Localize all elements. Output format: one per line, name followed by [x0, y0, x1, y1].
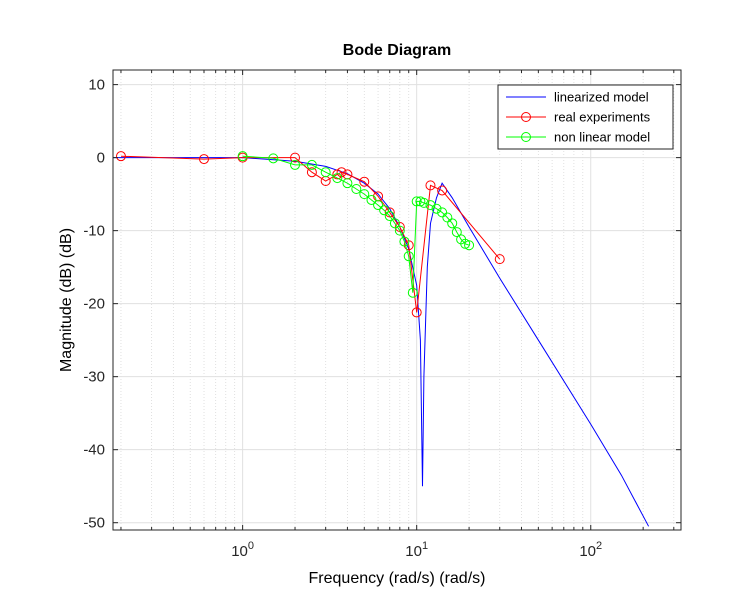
series-0 — [113, 157, 650, 527]
data-point — [290, 152, 301, 163]
data-point — [359, 176, 370, 187]
data-point — [425, 200, 436, 211]
data-point — [290, 159, 301, 170]
y-tick-label: -30 — [83, 369, 105, 386]
legend-entry: non linear model — [506, 130, 650, 145]
x-tick-label: 100 — [231, 540, 254, 560]
data-point — [437, 185, 448, 196]
data-point — [418, 197, 429, 208]
legend-label: non linear model — [554, 130, 650, 145]
data-point — [411, 307, 422, 318]
data-point — [306, 167, 317, 178]
data-point — [442, 212, 453, 223]
data-point — [384, 211, 395, 222]
data-point — [268, 153, 279, 164]
series-line — [120, 155, 501, 313]
data-point — [373, 200, 384, 211]
data-point — [359, 189, 370, 200]
y-tick-label: -50 — [83, 515, 105, 532]
data-point — [403, 251, 414, 262]
data-point — [389, 218, 400, 229]
data-point — [366, 194, 377, 205]
legend-swatch-marker — [521, 112, 531, 122]
data-point — [431, 203, 442, 214]
series-layer — [113, 151, 650, 527]
legend-label: real experiments — [554, 110, 651, 125]
legend-swatch-marker — [521, 132, 531, 142]
plot-frame — [112, 69, 682, 531]
data-point — [451, 227, 462, 238]
data-point — [407, 287, 418, 298]
legend: linearized model real experiments non line… — [497, 84, 674, 150]
data-point — [306, 159, 317, 170]
data-point — [320, 167, 331, 178]
series-line — [113, 157, 650, 527]
y-axis-title: Magnitude (dB) (dB) — [58, 228, 75, 372]
y-tick-label: -10 — [83, 223, 105, 240]
series-1 — [115, 151, 505, 318]
data-point — [399, 236, 410, 247]
data-point — [332, 173, 343, 184]
data-point — [199, 154, 210, 165]
x-tick-label: 101 — [405, 540, 428, 560]
data-point — [115, 151, 126, 162]
data-point — [394, 225, 405, 236]
data-point — [464, 240, 475, 251]
legend-entry: real experiments — [506, 110, 651, 125]
data-point — [342, 178, 353, 189]
data-point — [237, 151, 248, 162]
y-tick-label: -40 — [83, 442, 105, 459]
legend-label: linearized model — [554, 90, 649, 105]
y-tick-label: 0 — [97, 150, 105, 167]
data-point — [425, 180, 436, 191]
data-point — [447, 218, 458, 229]
data-point — [379, 205, 390, 216]
chart-title: Bode Diagram — [343, 42, 451, 59]
data-point — [437, 207, 448, 218]
y-tick-label: -20 — [83, 296, 105, 313]
legend-entry: linearized model — [506, 90, 649, 105]
data-point — [494, 254, 505, 265]
x-tick-label: 102 — [579, 540, 602, 560]
series-line — [242, 155, 470, 293]
y-tick-label: 10 — [88, 77, 105, 94]
data-point — [411, 196, 422, 207]
data-point — [351, 184, 362, 195]
series-2 — [237, 151, 475, 298]
x-axis-title: Frequency (rad/s) (rad/s) — [309, 570, 486, 587]
